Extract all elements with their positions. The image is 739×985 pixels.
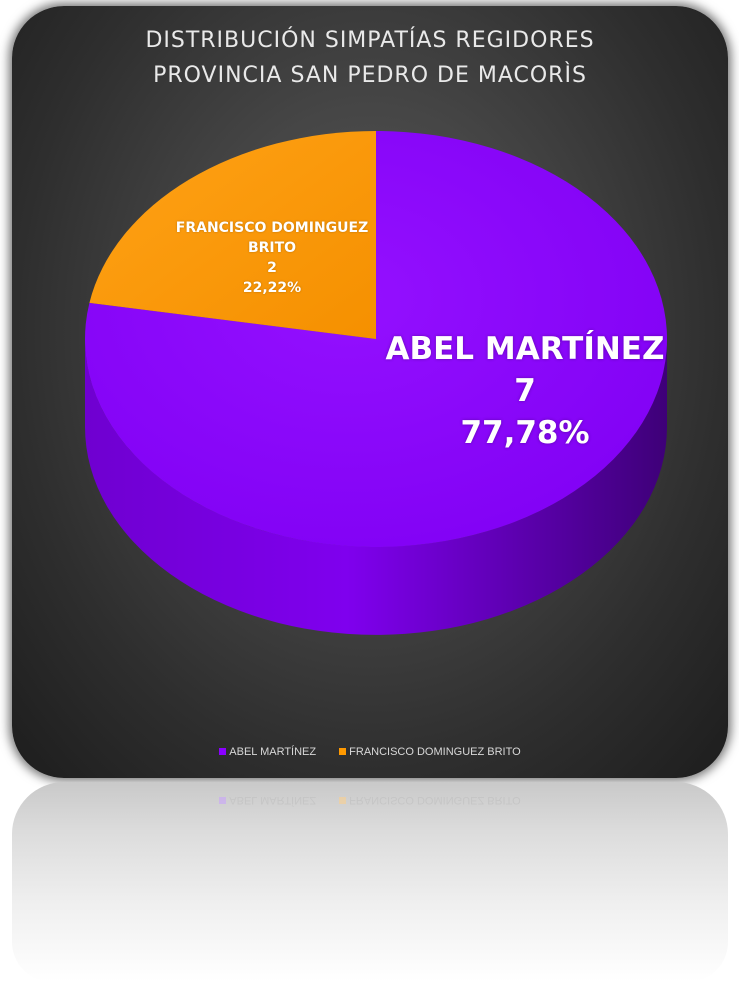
chart-title-line-2: PROVINCIA SAN PEDRO DE MACORÌS bbox=[153, 63, 587, 88]
data-label-abel-percent: 77,78% bbox=[460, 415, 590, 451]
data-label-abel-value: 7 bbox=[514, 373, 536, 409]
legend-reflection: ABEL MARTÍNEZ FRANCISCO DOMINGUEZ BRITO bbox=[12, 794, 728, 806]
chart-title-line-1: DISTRIBUCIÓN SIMPATÍAS REGIDORES bbox=[145, 28, 595, 53]
legend-reflection-francisco: FRANCISCO DOMINGUEZ BRITO bbox=[339, 794, 521, 806]
legend-reflection-abel: ABEL MARTÍNEZ bbox=[219, 794, 316, 806]
legend-item-francisco: FRANCISCO DOMINGUEZ BRITO bbox=[339, 746, 521, 758]
data-label-francisco: FRANCISCO DOMINGUEZ BRITO 2 22,22% bbox=[152, 218, 392, 298]
data-label-francisco-name-1: FRANCISCO DOMINGUEZ bbox=[175, 220, 369, 236]
pie-side-wall bbox=[85, 339, 667, 635]
pie-slice-francisco bbox=[89, 131, 376, 339]
data-label-francisco-value: 2 bbox=[267, 260, 277, 276]
pie-group bbox=[84, 131, 668, 635]
pie-slice-abel bbox=[84, 131, 668, 548]
legend-reflection-label-abel: ABEL MARTÍNEZ bbox=[229, 794, 317, 806]
data-label-francisco-name-2: BRITO bbox=[247, 240, 297, 256]
chart-legend: ABEL MARTÍNEZ FRANCISCO DOMINGUEZ BRITO bbox=[12, 746, 728, 758]
data-label-abel: ABEL MARTÍNEZ 7 77,78% bbox=[370, 328, 680, 454]
legend-swatch-francisco bbox=[339, 748, 347, 755]
data-label-abel-name: ABEL MARTÍNEZ bbox=[385, 331, 665, 367]
legend-reflection-label-francisco: FRANCISCO DOMINGUEZ BRITO bbox=[349, 794, 521, 806]
legend-label-francisco: FRANCISCO DOMINGUEZ BRITO bbox=[349, 746, 521, 758]
data-label-francisco-percent: 22,22% bbox=[242, 280, 302, 296]
legend-reflection-swatch-abel bbox=[219, 797, 227, 804]
legend-item-abel: ABEL MARTÍNEZ bbox=[219, 746, 316, 758]
chart-reflection: ABEL MARTÍNEZ FRANCISCO DOMINGUEZ BRITO bbox=[12, 782, 728, 982]
legend-reflection-swatch-francisco bbox=[339, 797, 347, 804]
pie-chart-svg bbox=[84, 131, 668, 635]
chart-card: DISTRIBUCIÓN SIMPATÍAS REGIDORES PROVINC… bbox=[12, 6, 728, 778]
legend-label-abel: ABEL MARTÍNEZ bbox=[229, 746, 317, 758]
legend-swatch-abel bbox=[219, 748, 227, 755]
